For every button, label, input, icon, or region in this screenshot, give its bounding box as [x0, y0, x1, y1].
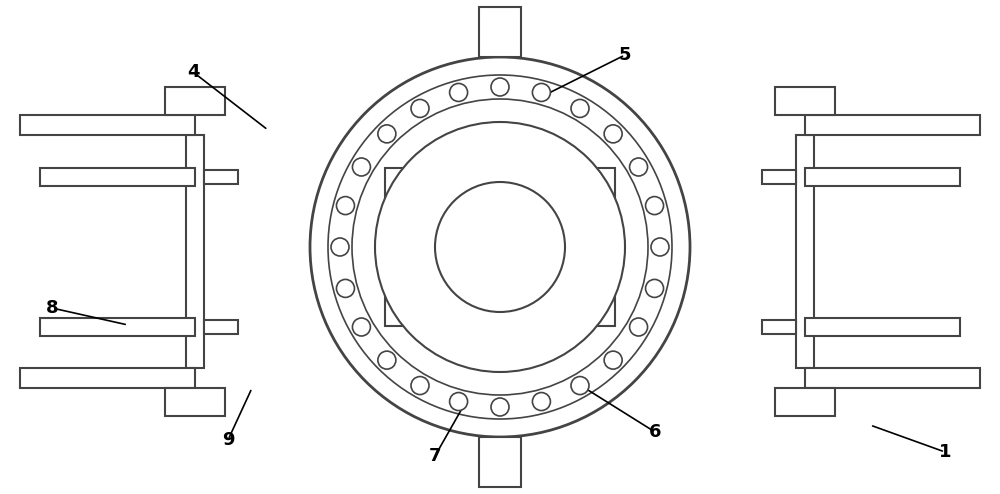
Circle shape — [604, 125, 622, 143]
Bar — [479, 7, 521, 57]
Text: 1: 1 — [939, 443, 951, 461]
Circle shape — [328, 75, 672, 419]
Bar — [762, 320, 796, 334]
Circle shape — [450, 393, 468, 411]
Bar — [20, 115, 195, 135]
Bar — [165, 388, 225, 416]
Bar — [186, 135, 204, 368]
Circle shape — [646, 280, 664, 297]
Circle shape — [630, 158, 648, 176]
Circle shape — [532, 393, 550, 411]
Circle shape — [646, 197, 664, 214]
Bar — [20, 368, 195, 388]
Circle shape — [375, 122, 625, 372]
Text: 6: 6 — [649, 423, 661, 441]
Bar — [796, 135, 814, 368]
Circle shape — [352, 318, 370, 336]
Circle shape — [411, 99, 429, 118]
Circle shape — [435, 182, 565, 312]
Bar — [40, 318, 195, 336]
Text: 9: 9 — [222, 431, 234, 449]
Bar — [204, 170, 238, 184]
Circle shape — [571, 376, 589, 395]
Bar — [805, 115, 980, 135]
Circle shape — [378, 125, 396, 143]
Circle shape — [630, 318, 648, 336]
Bar — [805, 368, 980, 388]
Circle shape — [491, 398, 509, 416]
Bar — [775, 87, 835, 115]
Circle shape — [352, 158, 370, 176]
Text: 8: 8 — [46, 299, 58, 317]
Circle shape — [336, 280, 354, 297]
Circle shape — [310, 57, 690, 437]
Text: 7: 7 — [429, 447, 441, 465]
Circle shape — [604, 351, 622, 369]
Circle shape — [532, 83, 550, 101]
Circle shape — [491, 78, 509, 96]
Circle shape — [450, 83, 468, 101]
Bar — [385, 168, 615, 326]
Bar — [165, 87, 225, 115]
Text: 4: 4 — [187, 63, 199, 81]
Circle shape — [378, 351, 396, 369]
Bar — [805, 168, 960, 186]
Bar — [479, 437, 521, 487]
Circle shape — [651, 238, 669, 256]
Bar — [40, 168, 195, 186]
Circle shape — [571, 99, 589, 118]
Bar — [805, 318, 960, 336]
Bar — [775, 388, 835, 416]
Circle shape — [352, 99, 648, 395]
Circle shape — [331, 238, 349, 256]
Circle shape — [411, 376, 429, 395]
Circle shape — [336, 197, 354, 214]
Bar — [204, 320, 238, 334]
Bar — [762, 170, 796, 184]
Text: 5: 5 — [619, 46, 631, 64]
